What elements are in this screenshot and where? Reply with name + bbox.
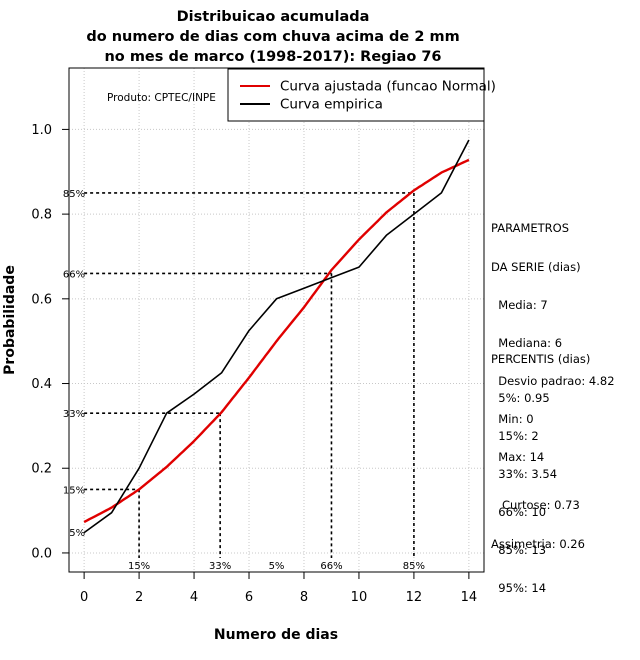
- y-tick-label: 0.2: [31, 462, 52, 477]
- percentis-panel: PERCENTIS (dias) 5%: 0.95 15%: 2 33%: 3.…: [491, 328, 590, 607]
- x-tick-label: 0: [80, 590, 88, 605]
- x-tick-label: 2: [135, 590, 143, 605]
- series-line-fitted-normal: [83, 158, 470, 524]
- chart-title: Distribuicao acumulada do numero de dias …: [86, 9, 459, 65]
- series: [83, 139, 470, 534]
- percentile-x-label: 5%: [269, 561, 285, 572]
- legend: Curva ajustada (funcao Normal) Curva empi…: [227, 68, 496, 122]
- x-tick-label: 10: [351, 590, 368, 605]
- percentile-x-label: 85%: [403, 561, 425, 572]
- legend-label: Curva ajustada (funcao Normal): [280, 79, 496, 95]
- grid: [69, 68, 484, 572]
- percentis-15: 15%: 2: [491, 428, 539, 443]
- y-axis-label: Probabilidade: [2, 265, 18, 375]
- y-tick-label: 0.0: [31, 546, 52, 561]
- parametros-header-1: PARAMETROS: [491, 221, 570, 236]
- parametros-header-2: DA SERIE (dias): [491, 259, 581, 274]
- percentile-x-label: 66%: [320, 561, 342, 572]
- curtose: Curtose: 0.73: [491, 498, 580, 513]
- y-tick-label: 0.8: [31, 208, 52, 223]
- assimetria: Assimetria: 0.26: [491, 536, 585, 551]
- parametros-media: Media: 7: [491, 297, 548, 312]
- percentile-x-label: 33%: [209, 561, 231, 572]
- shape-panel: Curtose: 0.73 Assimetria: 0.26: [491, 474, 585, 563]
- x-tick-label: 12: [406, 590, 423, 605]
- percentis-5: 5%: 0.95: [491, 390, 550, 405]
- x-tick-label: 6: [245, 590, 253, 605]
- percentile-y-label: 15%: [63, 485, 85, 496]
- percentis-header: PERCENTIS (dias): [491, 352, 591, 367]
- percentis-66: 66%: 10: [491, 504, 547, 519]
- x-tick-label: 8: [300, 590, 308, 605]
- parametros-mediana: Mediana: 6: [491, 335, 563, 350]
- y-tick-label: 1.0: [31, 123, 52, 138]
- legend-box: [227, 68, 485, 122]
- y-tick-label: 0.4: [31, 377, 52, 392]
- produto-annotation: Produto: CPTEC/INPE: [107, 92, 216, 104]
- title-line-2: do numero de dias com chuva acima de 2 m…: [86, 29, 459, 45]
- series-line-empirical: [83, 139, 470, 534]
- parametros-max: Max: 14: [491, 450, 545, 465]
- percentis-95: 95%: 14: [491, 581, 547, 596]
- percentile-y-label: 66%: [63, 269, 85, 280]
- percentis-85: 85%: 13: [491, 542, 547, 557]
- percentis-33: 33%: 3.54: [491, 466, 558, 481]
- percentile-y-label: 85%: [63, 189, 85, 200]
- x-axis-label: Numero de dias: [214, 627, 338, 643]
- percentile-y-label: 5%: [69, 528, 85, 539]
- plot-frame: [68, 67, 485, 573]
- annotation: Produto: CPTEC/INPE: [107, 92, 216, 104]
- percentile-y-label: 33%: [63, 409, 85, 420]
- title-line-1: Distribuicao acumulada: [177, 9, 370, 25]
- x-tick-label: 14: [461, 590, 478, 605]
- axes: 0 2 4 6 8 10 12 14 0.0 0.2 0.4 0.6 0.8 1.0 Numero de d…: [2, 123, 477, 643]
- x-tick-label: 4: [190, 590, 198, 605]
- percentile-x-label: 15%: [128, 561, 150, 572]
- y-tick-label: 0.6: [31, 292, 52, 307]
- legend-label: Curva empirica: [280, 97, 383, 113]
- parametros-panel: PARAMETROS DA SERIE (dias) Media: 7 Medi…: [491, 197, 615, 476]
- parametros-desvio: Desvio padrao: 4.82: [491, 373, 615, 388]
- percentile-markers: 5% 15% 33% 66% 85% 15% 33% 5% 66% 85%: [63, 189, 425, 572]
- title-line-3: no mes de marco (1998-2017): Regiao 76: [104, 49, 441, 65]
- parametros-min: Min: 0: [491, 411, 534, 426]
